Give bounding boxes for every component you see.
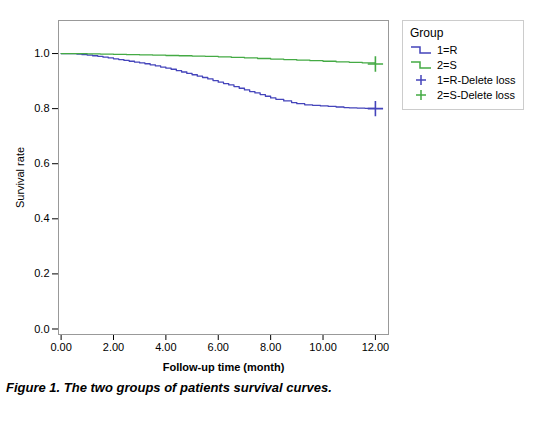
- svg-text:0.00: 0.00: [50, 341, 71, 353]
- svg-text:0.6: 0.6: [34, 157, 49, 169]
- svg-text:0.8: 0.8: [34, 102, 49, 114]
- svg-text:6.00: 6.00: [208, 341, 229, 353]
- svg-text:Follow-up time (month): Follow-up time (month): [163, 361, 285, 373]
- svg-text:10.00: 10.00: [309, 341, 337, 353]
- svg-text:0.0: 0.0: [34, 323, 49, 335]
- html-text:2=S-Delete loss: 2=S-Delete loss: [437, 89, 515, 101]
- html-text:2=S: 2=S: [437, 59, 457, 71]
- svg-text:8.00: 8.00: [260, 341, 281, 353]
- html-text:Figure 1. The two groups of pa: Figure 1. The two groups of patients sur…: [6, 380, 332, 395]
- html-text:1=R: 1=R: [437, 44, 458, 56]
- svg-text:12.00: 12.00: [362, 341, 390, 353]
- svg-text:Survival rate: Survival rate: [14, 147, 26, 208]
- html-text:1=R-Delete loss: 1=R-Delete loss: [437, 74, 516, 86]
- html-text:Group: Group: [410, 26, 444, 40]
- svg-text:1.0: 1.0: [34, 47, 49, 59]
- svg-text:0.2: 0.2: [34, 267, 49, 279]
- svg-text:0.4: 0.4: [34, 212, 49, 224]
- svg-text:2.00: 2.00: [103, 341, 124, 353]
- svg-text:4.00: 4.00: [155, 341, 176, 353]
